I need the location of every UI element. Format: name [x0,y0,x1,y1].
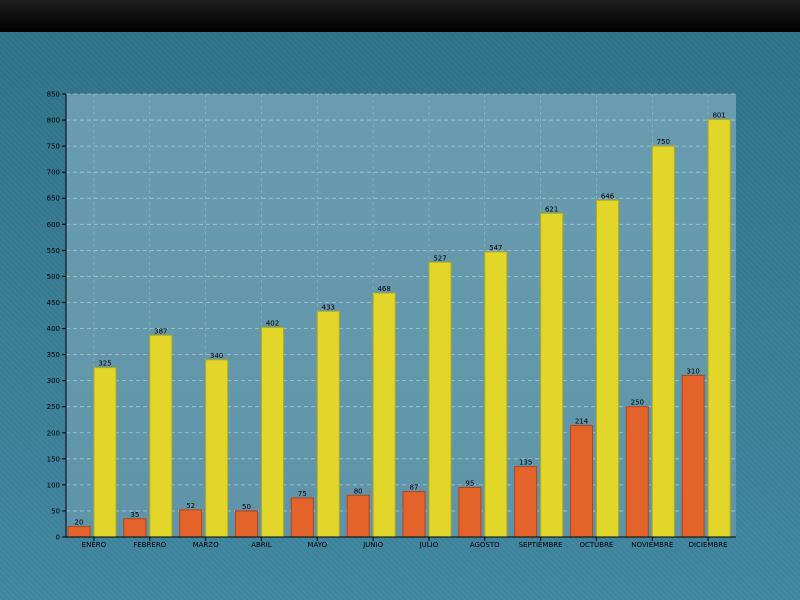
y-tick-label: 150 [47,455,60,463]
x-tick-label: JUNIO [362,541,383,549]
bar-series-2 [707,119,731,538]
y-tick-label: 450 [47,299,60,307]
data-label: 87 [410,484,419,492]
bar-series-2 [149,334,173,538]
data-label: 468 [377,285,390,293]
y-tick-label: 200 [47,429,60,437]
data-label: 801 [712,112,725,120]
data-label: 340 [210,352,223,360]
y-tick-label: 500 [47,273,60,281]
data-label: 402 [266,319,279,327]
bar-series-1 [346,494,370,538]
data-label: 646 [601,192,615,200]
bar-series-2 [484,251,508,538]
y-tick-label: 850 [47,91,60,99]
bar-series-2 [540,212,564,538]
data-label: 95 [465,479,474,487]
y-tick-label: 400 [47,325,60,333]
x-tick-label: AGOSTO [470,541,500,549]
data-label: 325 [98,360,111,368]
data-label: 250 [631,399,644,407]
bar-series-1 [179,509,203,538]
y-tick-label: 50 [51,507,60,515]
y-tick-label: 650 [47,195,60,203]
x-tick-label: ENERO [82,541,107,549]
y-tick-label: 300 [47,377,60,385]
top-bar [0,0,800,32]
y-tick-label: 350 [47,351,60,359]
data-label: 80 [354,487,363,495]
data-label: 310 [686,367,699,375]
x-tick-label: ABRIL [251,541,272,549]
data-label: 214 [575,417,589,425]
y-tick-label: 700 [47,169,60,177]
y-tick-label: 750 [47,143,60,151]
bar-series-2 [261,326,284,538]
bar-series-1 [290,497,314,538]
bar-series-1 [458,486,482,538]
plot-area [66,94,736,537]
y-tick-label: 0 [56,534,60,542]
bar-series-1 [681,374,705,538]
data-label: 387 [154,327,167,335]
y-tick-label: 600 [47,221,60,229]
bar-series-2 [428,261,452,538]
bar-series-1 [570,424,593,538]
bar-series-1 [123,518,147,538]
x-tick-label: OCTUBRE [579,541,613,549]
bar-series-2 [651,145,675,538]
bar-series-2 [372,292,396,538]
x-tick-label: JULIO [419,541,439,549]
y-tick-label: 800 [47,117,60,125]
x-tick-label: DICIEMBRE [689,541,728,549]
data-label: 621 [545,205,558,213]
data-label: 52 [186,502,195,510]
bar-layer: 20 325 35 387 52 340 50 402 75 433 80 468 87 527 95 547… [67,112,731,538]
bar-series-1 [625,406,649,538]
y-tick-label: 250 [47,403,60,411]
x-tick-label: SEPTIEMBRE [519,541,563,549]
data-label: 135 [519,459,532,467]
data-label: 433 [322,303,335,311]
x-tick-label: MAYO [307,541,327,549]
y-tick-label: 550 [47,247,60,255]
axis-layer: 0 50 100 150 200 250 300 350 400 450 500 550 600 650 7… [47,91,736,549]
data-label: 547 [489,244,502,252]
data-label: 75 [298,490,307,498]
data-label: 35 [130,511,139,519]
data-label: 20 [75,519,84,527]
bar-series-1 [514,466,538,538]
bar-series-2 [596,199,619,538]
bar-series-2 [205,359,229,538]
bar-series-1 [67,526,91,538]
x-tick-label: MARZO [193,541,219,549]
x-tick-label: NOVIEMBRE [631,541,673,549]
data-label: 50 [242,503,251,511]
y-tick-label: 100 [47,481,60,489]
bar-series-1 [402,491,426,538]
bar-series-1 [235,510,258,538]
data-label: 527 [433,254,446,262]
data-label: 750 [657,138,670,146]
x-tick-label: FEBRERO [133,541,166,549]
bar-series-2 [316,310,340,538]
bar-series-2 [93,367,117,538]
